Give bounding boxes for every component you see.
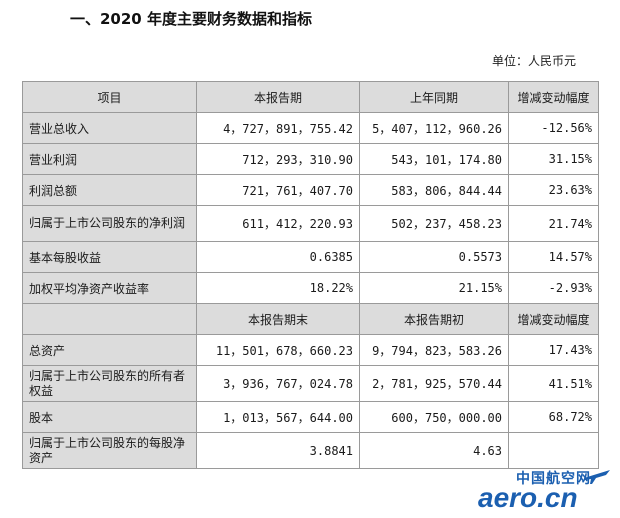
table-row: 加权平均净资产收益率 18.22% 21.15% -2.93% (22, 272, 599, 304)
row-label: 归属于上市公司股东的所有者权益 (22, 365, 197, 402)
financial-data-table: 项目 本报告期 上年同期 增减变动幅度 营业总收入 4，727，891，755.… (22, 81, 599, 469)
start-value: 4.63 (359, 432, 509, 469)
current-value: 18.22% (196, 272, 360, 304)
change-value: -2.93% (508, 272, 599, 304)
start-value: 9，794，823，583.26 (359, 334, 509, 366)
header-change: 增减变动幅度 (508, 81, 599, 113)
change-value: 68.72% (508, 401, 599, 433)
prior-value: 21.15% (359, 272, 509, 304)
end-value: 3.8841 (196, 432, 360, 469)
start-value: 2，781，925，570.44 (359, 365, 509, 402)
current-value: 4，727，891，755.42 (196, 112, 360, 144)
row-label: 营业总收入 (22, 112, 197, 144)
start-value: 600，750，000.00 (359, 401, 509, 433)
current-value: 611，412，220.93 (196, 205, 360, 242)
end-value: 11，501，678，660.23 (196, 334, 360, 366)
currency-unit-label: 单位：人民币元 (492, 54, 577, 68)
change-value (508, 432, 599, 469)
prior-value: 5，407，112，960.26 (359, 112, 509, 144)
change-value: 41.51% (508, 365, 599, 402)
change-value: 31.15% (508, 143, 599, 175)
table-row: 营业总收入 4，727，891，755.42 5，407，112，960.26 … (22, 112, 599, 144)
table-row: 归属于上市公司股东的净利润 611，412，220.93 502，237，458… (22, 205, 599, 242)
airplane-icon (582, 466, 612, 490)
table-row: 归属于上市公司股东的每股净资产 3.8841 4.63 (22, 432, 599, 469)
row-label: 股本 (22, 401, 197, 433)
header-period-end: 本报告期末 (196, 303, 360, 335)
table-row: 归属于上市公司股东的所有者权益 3，936，767，024.78 2，781，9… (22, 365, 599, 402)
row-label: 利润总额 (22, 174, 197, 206)
change-value: 14.57% (508, 241, 599, 273)
section-heading: 一、2020 年度主要财务数据和指标 (70, 10, 312, 28)
watermark-english-text: aero.cn (478, 482, 578, 513)
table-header-row: 项目 本报告期 上年同期 增减变动幅度 (22, 81, 599, 113)
row-label: 总资产 (22, 334, 197, 366)
subheader-blank (22, 303, 197, 335)
end-value: 3，936，767，024.78 (196, 365, 360, 402)
current-value: 0.6385 (196, 241, 360, 273)
table-subheader-row: 本报告期末 本报告期初 增减变动幅度 (22, 303, 599, 335)
table-row: 基本每股收益 0.6385 0.5573 14.57% (22, 241, 599, 273)
change-value: -12.56% (508, 112, 599, 144)
table-row: 利润总额 721，761，407.70 583，806，844.44 23.63… (22, 174, 599, 206)
prior-value: 0.5573 (359, 241, 509, 273)
prior-value: 583，806，844.44 (359, 174, 509, 206)
header-current-period: 本报告期 (196, 81, 360, 113)
change-value: 23.63% (508, 174, 599, 206)
change-value: 17.43% (508, 334, 599, 366)
table-row: 股本 1，013，567，644.00 600，750，000.00 68.72… (22, 401, 599, 433)
row-label: 营业利润 (22, 143, 197, 175)
end-value: 1，013，567，644.00 (196, 401, 360, 433)
current-value: 712，293，310.90 (196, 143, 360, 175)
watermark-chinese-text: 中国航空网 (516, 471, 591, 487)
header-prior-period: 上年同期 (359, 81, 509, 113)
row-label: 归属于上市公司股东的每股净资产 (22, 432, 197, 469)
header-period-start: 本报告期初 (359, 303, 509, 335)
row-label: 归属于上市公司股东的净利润 (22, 205, 197, 242)
prior-value: 543，101，174.80 (359, 143, 509, 175)
watermark-logo: 中国航空网 aero.cn (470, 468, 616, 514)
change-value: 21.74% (508, 205, 599, 242)
header-item: 项目 (22, 81, 197, 113)
row-label: 加权平均净资产收益率 (22, 272, 197, 304)
table-row: 总资产 11，501，678，660.23 9，794，823，583.26 1… (22, 334, 599, 366)
prior-value: 502，237，458.23 (359, 205, 509, 242)
row-label: 基本每股收益 (22, 241, 197, 273)
current-value: 721，761，407.70 (196, 174, 360, 206)
header-change: 增减变动幅度 (508, 303, 599, 335)
table-row: 营业利润 712，293，310.90 543，101，174.80 31.15… (22, 143, 599, 175)
